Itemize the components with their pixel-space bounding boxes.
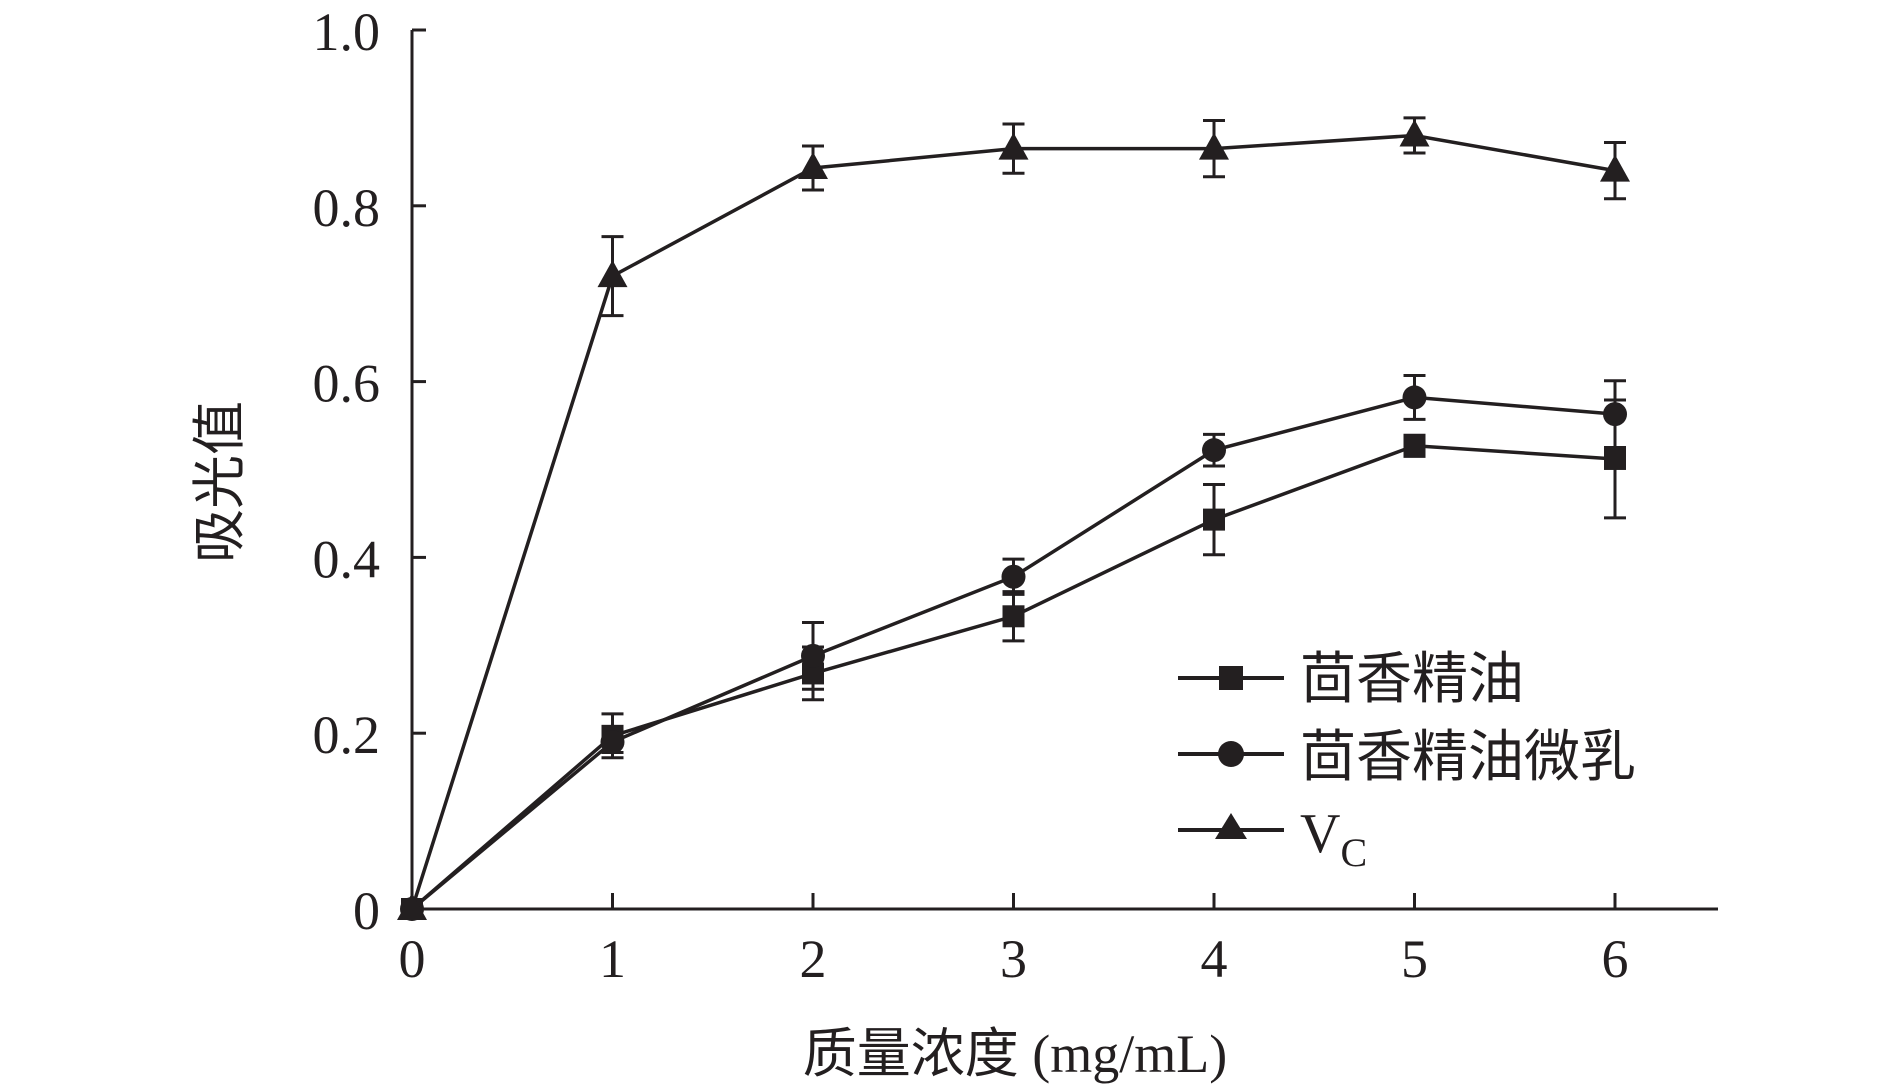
legend-item-fennel-oil: 茴香精油 — [1178, 649, 1524, 711]
legend-label: 茴香精油微乳 — [1300, 727, 1636, 789]
data-point-square — [1403, 434, 1426, 457]
legend-square-marker — [1219, 666, 1243, 690]
y-tick-label: 0.8 — [313, 178, 381, 238]
data-point-circle — [1001, 564, 1026, 589]
y-tick-label: 1.0 — [313, 2, 381, 62]
data-point-circle — [1603, 402, 1627, 427]
data-point-circle — [801, 643, 825, 668]
y-tick-label: 0 — [353, 881, 380, 941]
data-point-triangle — [397, 893, 427, 920]
x-tick-label: 6 — [1602, 929, 1629, 989]
series-layer — [397, 116, 1630, 921]
x-tick-label: 0 — [399, 929, 426, 989]
data-point-square — [1604, 447, 1626, 470]
x-axis-label: 质量浓度 (mg/mL) — [803, 1024, 1227, 1084]
data-point-triangle — [1600, 154, 1630, 182]
x-tick-label: 2 — [800, 929, 827, 989]
data-point-triangle — [597, 260, 628, 288]
series-circle — [400, 373, 1627, 921]
data-point-circle — [600, 729, 625, 754]
x-tick-label: 3 — [1000, 929, 1027, 989]
legend-label: VC — [1300, 803, 1367, 875]
data-point-triangle — [798, 152, 828, 180]
data-point-square — [1203, 508, 1225, 531]
data-point-circle — [1402, 385, 1427, 410]
legend-item-vc: VC — [1178, 803, 1367, 875]
x-tick-label: 5 — [1401, 929, 1428, 989]
y-tick-label: 0.2 — [313, 705, 381, 765]
legend-item-fennel-microemulsion: 茴香精油微乳 — [1178, 727, 1636, 789]
x-tick-label: 4 — [1201, 929, 1228, 989]
axes: 0 0.2 0.4 0.6 0.8 1.0 0 1 2 3 4 5 6 — [313, 2, 1718, 989]
y-tick-label: 0.6 — [313, 354, 381, 414]
data-point-triangle — [1399, 119, 1430, 147]
legend-triangle-marker — [1215, 813, 1247, 839]
legend: 茴香精油 茴香精油微乳 VC — [1178, 649, 1636, 875]
data-point-triangle — [998, 132, 1029, 160]
data-point-square — [1002, 605, 1025, 628]
series-triangle — [397, 116, 1630, 920]
data-point-triangle — [1199, 132, 1229, 160]
series-line — [410, 133, 1616, 910]
y-axis-label: 吸光值 — [190, 401, 250, 563]
legend-label: 茴香精油 — [1300, 649, 1524, 711]
x-tick-label: 1 — [599, 929, 626, 989]
data-point-circle — [1202, 438, 1226, 463]
legend-circle-marker — [1218, 741, 1244, 767]
y-tick-label: 0.4 — [313, 529, 381, 589]
